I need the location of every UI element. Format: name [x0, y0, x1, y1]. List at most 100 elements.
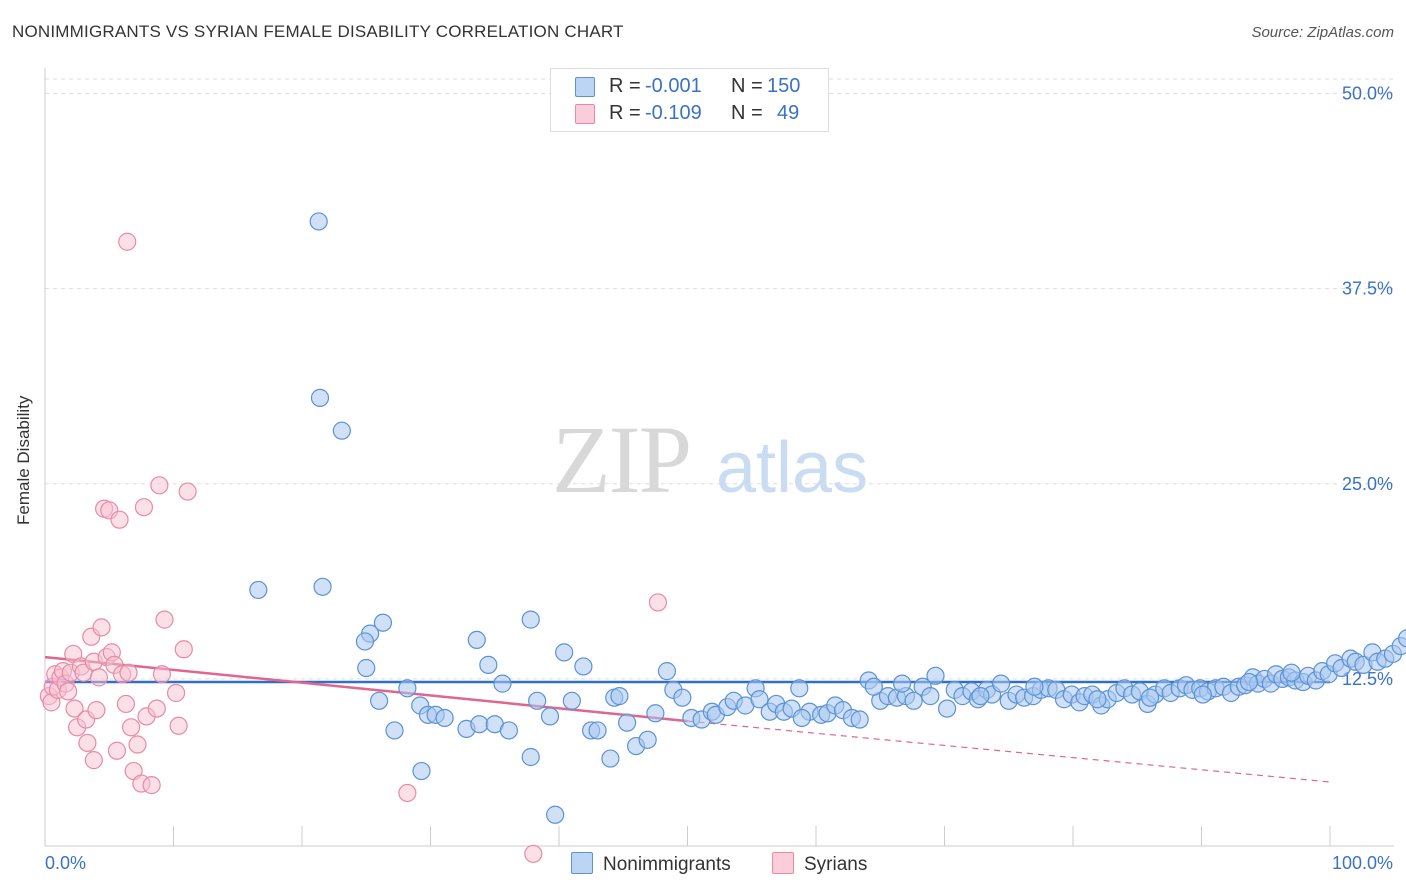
nonimmigrants-point: [385, 721, 404, 740]
syrians-point: [152, 665, 172, 684]
syrians-point: [119, 663, 138, 682]
syrians-point: [169, 716, 188, 735]
nonimmigrants-point: [562, 691, 581, 710]
syrians-point: [84, 751, 103, 770]
nonimmigrants-point: [370, 691, 389, 710]
syrians-point: [107, 741, 127, 760]
legend-r-value: -0.109: [645, 102, 702, 124]
y-tick-label: 12.5%: [1342, 669, 1393, 689]
syrians-point: [134, 498, 154, 517]
syrians-point: [150, 476, 169, 495]
chart-title: NONIMMIGRANTS VS SYRIAN FEMALE DISABILIT…: [12, 22, 624, 41]
bottom-legend-nonimmigrants: Nonimmigrants: [571, 852, 731, 876]
legend-r-label: R =: [609, 75, 641, 97]
nonimmigrants-point: [991, 674, 1011, 693]
legend-n-label: N =: [731, 102, 763, 124]
nonimmigrants-point: [398, 679, 417, 698]
nonimmigrants-point: [355, 632, 375, 651]
nonimmigrants-point: [574, 657, 593, 676]
y-tick-label: 25.0%: [1342, 474, 1393, 494]
nonimmigrants-point: [309, 212, 328, 231]
nonimmigrants-point: [493, 674, 512, 693]
bottom-legend-swatch-blue: [571, 852, 593, 874]
syrians-point: [92, 618, 111, 637]
nonimmigrants-point: [332, 421, 351, 440]
legend-swatch-blue: [575, 77, 595, 97]
syrians-point: [142, 776, 161, 795]
nonimmigrants-point: [479, 655, 498, 674]
nonimmigrants-point: [1398, 629, 1406, 648]
nonimmigrants-point: [555, 643, 574, 662]
nonimmigrants-point: [864, 677, 883, 696]
syrians-trend-line: [44, 655, 688, 723]
legend-swatch-pink: [575, 104, 595, 124]
nonimmigrants-point: [528, 691, 547, 710]
nonimmigrants-point: [1025, 677, 1044, 696]
nonimmigrants-point: [904, 691, 923, 710]
syrians-point: [78, 733, 97, 753]
nonimmigrants-point: [937, 699, 957, 718]
nonimmigrants-point: [521, 610, 540, 629]
nonimmigrants-point: [646, 704, 665, 723]
y-axis-tick-labels: 12.5% 25.0% 37.5% 50.0%: [1342, 83, 1393, 689]
nonimmigrants-point: [467, 630, 486, 649]
syrians-point: [398, 783, 417, 803]
syrians-point: [166, 683, 186, 703]
nonimmigrants-point: [310, 388, 330, 407]
nonimmigrants-point: [588, 721, 607, 740]
nonimmigrants-point: [499, 721, 518, 740]
nonimmigrants-point: [435, 708, 454, 728]
axes: [44, 68, 1394, 847]
nonimmigrants-point: [373, 613, 393, 632]
nonimmigrants-point: [249, 580, 268, 600]
legend-n-value: 150: [767, 75, 801, 97]
nonimmigrants-point: [892, 674, 912, 693]
grid-lines: [45, 78, 1394, 680]
legend-n-label: N =: [731, 75, 763, 97]
nonimmigrants-point: [1140, 688, 1160, 707]
nonimmigrants-point: [790, 679, 809, 698]
nonimmigrants-point: [1239, 672, 1259, 692]
x-axis-tick-labels: 0.0% 100.0%: [45, 853, 1393, 873]
syrians-point: [65, 699, 84, 718]
nonimmigrants-point: [412, 761, 431, 781]
x-tick-label: 0.0%: [45, 853, 86, 873]
nonimmigrants-point: [313, 577, 332, 596]
nonimmigrants-point: [540, 707, 560, 726]
syrians-point: [178, 482, 197, 501]
nonimmigrants-point: [926, 666, 945, 685]
nonimmigrants-point: [601, 749, 620, 768]
nonimmigrants-point: [1088, 690, 1107, 709]
syrians-point: [110, 510, 129, 529]
syrians-point: [118, 232, 137, 251]
bottom-legend-label: Nonimmigrants: [603, 854, 731, 875]
y-tick-label: 50.0%: [1342, 83, 1393, 103]
nonimmigrants-point: [521, 747, 540, 767]
nonimmigrants-point: [1193, 685, 1212, 704]
nonimmigrants-point: [673, 688, 692, 707]
legend-r-label: R =: [609, 102, 641, 124]
x-tick-label: 100.0%: [1332, 853, 1393, 873]
watermark-atlas: atlas: [716, 428, 868, 508]
correlation-legend: R = -0.001 N = 150 R = -0.109 N = 49: [550, 68, 829, 132]
nonimmigrants-point: [750, 690, 769, 709]
chart-source: Source: ZipAtlas.com: [1251, 24, 1394, 41]
syrians-point: [524, 844, 543, 863]
syrians-point: [87, 701, 106, 720]
nonimmigrants-point: [610, 687, 629, 706]
syrians-trend-extension: [687, 720, 1331, 783]
syrians-point: [116, 694, 136, 714]
syrians-point: [89, 668, 109, 687]
nonimmigrants-point: [618, 713, 637, 732]
legend-n-value: 49: [777, 102, 800, 124]
syrians-point: [59, 682, 78, 701]
nonimmigrants-point: [357, 658, 376, 678]
syrians-point: [648, 593, 668, 612]
watermark-zip: ZIP: [552, 406, 690, 513]
nonimmigrants-point: [971, 687, 990, 706]
nonimmigrants-point: [638, 730, 657, 749]
bottom-legend-swatch-pink: [772, 852, 794, 874]
nonimmigrants-point: [792, 708, 811, 728]
nonimmigrants-point: [657, 662, 677, 681]
